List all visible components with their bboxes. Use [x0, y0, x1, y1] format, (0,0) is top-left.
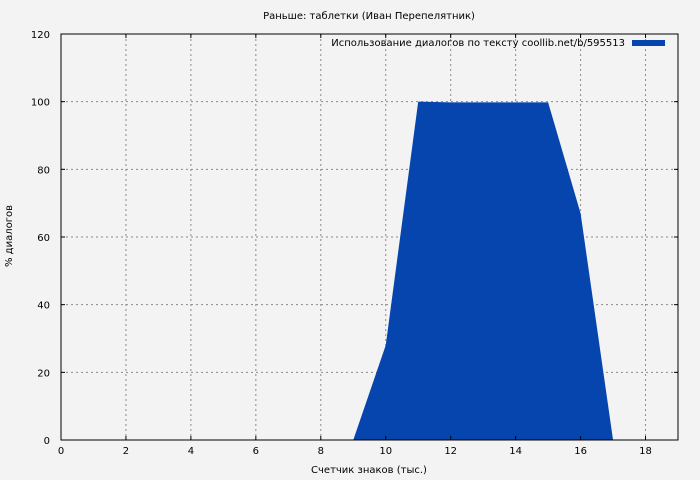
y-tick-label: 60 — [37, 233, 50, 244]
legend: Использование диалогов по тексту coollib… — [331, 38, 665, 49]
x-tick-label: 14 — [509, 446, 522, 457]
y-tick-label: 120 — [31, 30, 50, 41]
x-tick-label: 10 — [379, 446, 392, 457]
y-tick-label: 0 — [44, 436, 50, 447]
x-tick-label: 18 — [639, 446, 652, 457]
legend-swatch — [632, 40, 665, 46]
x-tick-label: 2 — [123, 446, 129, 457]
x-tick-label: 16 — [574, 446, 587, 457]
x-axis-label: Счетчик знаков (тыс.) — [311, 465, 427, 476]
legend-label: Использование диалогов по тексту coollib… — [331, 38, 625, 49]
x-tick-label: 8 — [318, 446, 324, 457]
area-series-0 — [353, 101, 614, 441]
x-tick-label: 12 — [444, 446, 457, 457]
x-tick-label: 4 — [188, 446, 194, 457]
axes: 0 2 4 6 8 10 12 14 16 18 0 20 40 60 80 100 120 — [31, 30, 679, 457]
chart-title: Раньше: таблетки (Иван Перепелятник) — [263, 11, 475, 22]
y-tick-label: 20 — [37, 368, 50, 379]
y-axis-label: % диалогов — [4, 205, 15, 267]
area-series — [353, 101, 614, 441]
x-tick-label: 6 — [253, 446, 259, 457]
x-tick-label: 0 — [58, 446, 64, 457]
y-tick-label: 40 — [37, 301, 50, 312]
y-tick-label: 80 — [37, 165, 50, 176]
y-tick-label: 100 — [31, 98, 50, 109]
